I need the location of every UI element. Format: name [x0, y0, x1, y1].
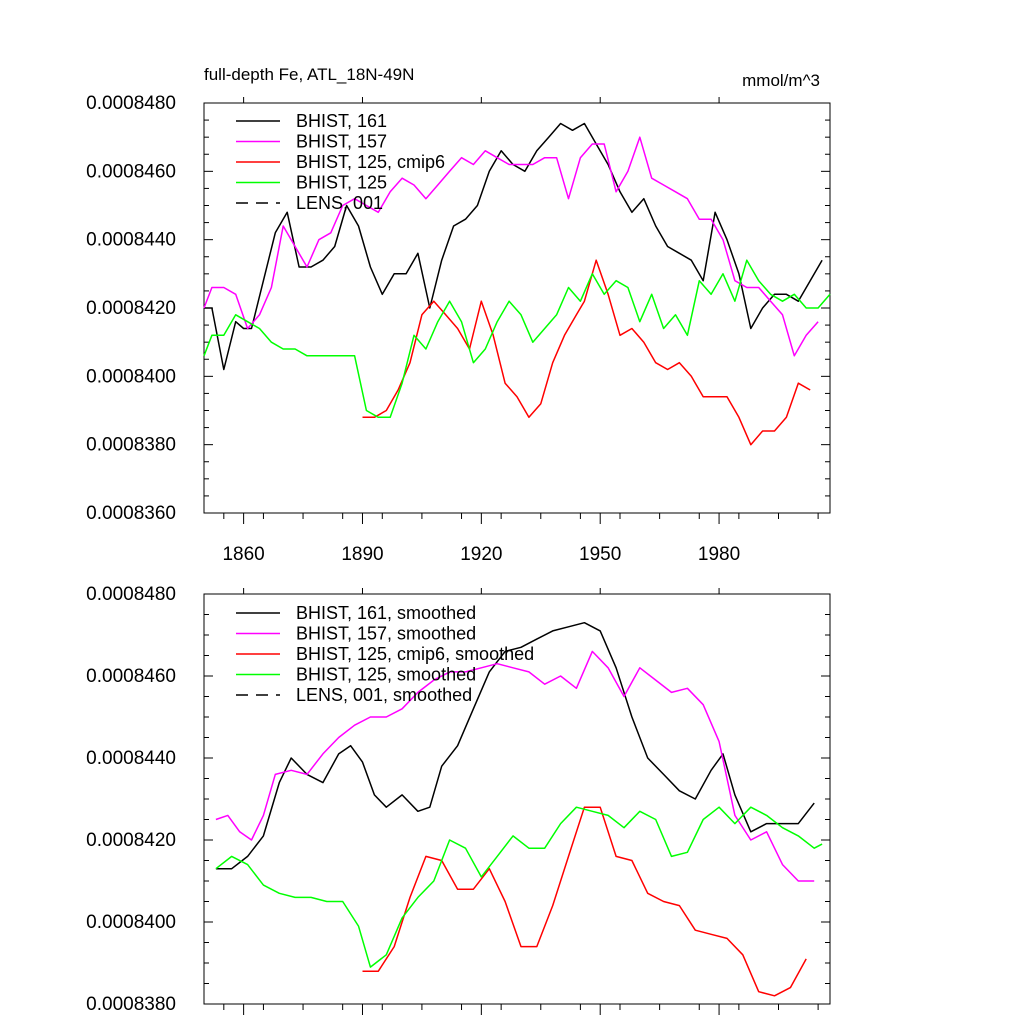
series-line — [215, 806, 823, 968]
y-tick-label: 0.0008480 — [86, 93, 176, 114]
y-axis: 0.0008380 0.0008400 0.0008420 0.0008440 0.00… — [86, 584, 830, 1015]
y-tick-label: 0.0008460 — [86, 666, 176, 687]
top-panel: full-depth Fe, ATL_18N-49N mmol/m^3 0.00… — [86, 65, 831, 565]
y-tick-label: 0.0008380 — [86, 435, 176, 456]
legend-label: BHIST, 125, smoothed — [296, 665, 476, 685]
y-tick-label: 0.0008400 — [86, 912, 176, 933]
legend-label: BHIST, 157 — [296, 132, 387, 152]
y-tick-label: 0.0008440 — [86, 230, 176, 251]
y-tick-label: 0.0008380 — [86, 994, 176, 1015]
legend-label: BHIST, 157, smoothed — [296, 624, 476, 644]
x-tick-label: 1950 — [579, 544, 621, 565]
series-line — [362, 259, 811, 446]
series-line — [362, 806, 807, 997]
legend-label: LENS, 001, smoothed — [296, 685, 472, 705]
y-tick-label: 0.0008360 — [86, 503, 176, 524]
plot-area — [215, 621, 823, 997]
chart-title: full-depth Fe, ATL_18N-49N — [204, 65, 414, 84]
y-axis: 0.0008360 0.0008380 0.0008400 0.0008420 0.00… — [86, 93, 830, 524]
y-tick-label: 0.0008420 — [86, 298, 176, 319]
x-axis — [223, 588, 819, 1015]
x-axis: 1860 1890 1920 1950 1980 — [222, 97, 819, 565]
x-tick-label: 1890 — [341, 544, 383, 565]
y-tick-label: 0.0008460 — [86, 161, 176, 182]
plot-area — [203, 122, 831, 446]
series-line — [215, 650, 815, 882]
series-line — [204, 122, 823, 371]
bottom-panel: 0.0008380 0.0008400 0.0008420 0.0008440 0.00… — [86, 584, 831, 1015]
legend-label: BHIST, 125 — [296, 173, 387, 193]
legend-label: BHIST, 125, cmip6, smoothed — [296, 644, 534, 664]
legend-label: LENS, 001 — [296, 193, 383, 213]
y-tick-label: 0.0008440 — [86, 748, 176, 769]
series-line — [203, 136, 819, 357]
series-line — [215, 621, 815, 870]
y-tick-label: 0.0008420 — [86, 830, 176, 851]
legend-label: BHIST, 125, cmip6 — [296, 152, 445, 172]
x-tick-label: 1920 — [460, 544, 502, 565]
series-line — [203, 259, 831, 419]
y-tick-label: 0.0008480 — [86, 584, 176, 605]
units-label: mmol/m^3 — [742, 71, 820, 90]
legend-label: BHIST, 161 — [296, 111, 387, 131]
legend-label: BHIST, 161, smoothed — [296, 603, 476, 623]
x-tick-label: 1860 — [222, 544, 264, 565]
x-tick-label: 1980 — [698, 544, 740, 565]
y-tick-label: 0.0008400 — [86, 366, 176, 387]
